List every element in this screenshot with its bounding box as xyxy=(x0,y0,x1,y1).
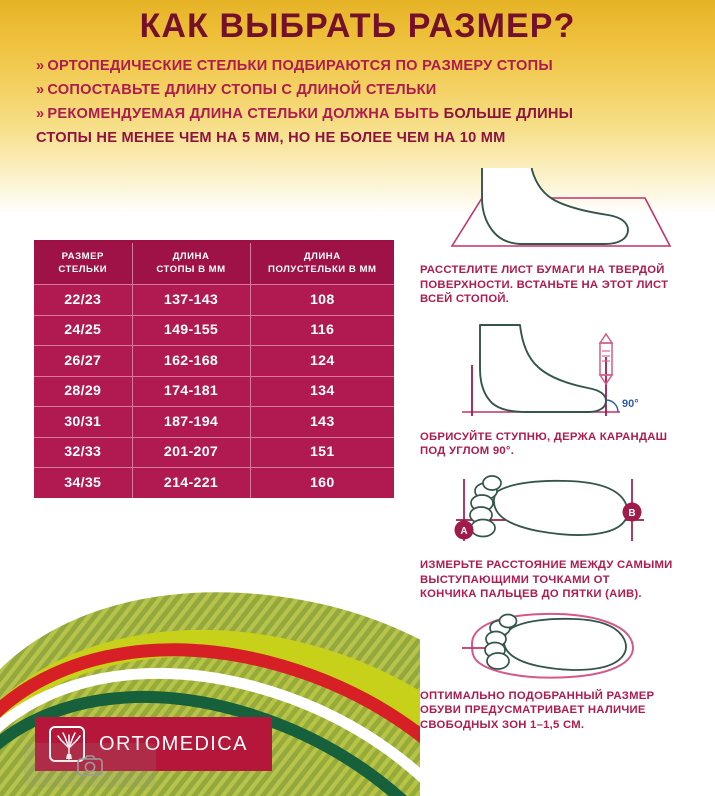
chevron-icon: » xyxy=(36,82,45,98)
table-row: 34/35 214-221 160 xyxy=(34,467,394,498)
table-row: 26/27 162-168 124 xyxy=(34,345,394,376)
bullet-item-2: » СОПОСТАВЬТЕ ДЛИНУ СТОПЫ С ДЛИНОЙ СТЕЛЬК… xyxy=(36,78,697,102)
column-header-foot-length: ДЛИНА СТОПЫ В ММ xyxy=(132,241,251,285)
table-cell: 22/23 xyxy=(34,284,133,315)
foot-on-paper-icon xyxy=(450,147,672,247)
table-cell: 187-194 xyxy=(132,406,251,437)
table-cell: 24/25 xyxy=(34,314,133,346)
footprint-in-insole-icon xyxy=(462,612,634,679)
chevron-icon: » xyxy=(36,106,45,122)
step-paper: РАССТЕЛИТЕ ЛИСТ БУМАГИ НА ТВЕРДОЙ ПОВЕРХ… xyxy=(420,147,705,307)
header: КАК ВЫБРАТЬ РАЗМЕР? » ОРТОПЕДИЧЕСКИЕ СТЕЛ… xyxy=(0,0,715,150)
swoosh-arc-red xyxy=(0,643,420,744)
bullet-item-1: » ОРТОПЕДИЧЕСКИЕ СТЕЛЬКИ ПОДБИРАЮТСЯ ПО Р… xyxy=(36,54,697,78)
brand-logo-banner[interactable]: ORTOMEDICA xyxy=(35,717,272,771)
table-cell: 174-181 xyxy=(132,375,251,407)
size-table: РАЗМЕР СТЕЛЬКИ ДЛИНА СТОПЫ В ММ ДЛИНА ПО… xyxy=(34,240,394,498)
table-cell: 32/33 xyxy=(34,436,133,468)
step-text-line: СВОБОДНЫХ ЗОН 1–1,5 СМ. xyxy=(420,718,585,731)
table-cell: 201-207 xyxy=(132,436,251,468)
step-text-line: ОБУВИ ПРЕДУСМАТРИВАЕТ НАЛИЧИЕ xyxy=(420,704,646,717)
table-cell: 34/35 xyxy=(34,467,133,498)
step-trace-text: ОБРИСУЙТЕ СТУПНЮ, ДЕРЖА КАРАНДАШ ПОД УГЛ… xyxy=(420,430,705,459)
tree-icon xyxy=(49,726,85,762)
step-text-line: КОНЧИКА ПАЛЬЦЕВ ДО ПЯТКИ (АИВ). xyxy=(420,588,642,601)
bullet-text-3b: БОЛЬШЕ ДЛИНЫ xyxy=(443,106,574,122)
table-cell: 30/31 xyxy=(34,406,133,437)
step-fit: ОПТИМАЛЬНО ПОДОБРАННЫЙ РАЗМЕР ОБУВИ ПРЕД… xyxy=(420,610,705,733)
brand-name: ORTOMEDICA xyxy=(99,732,248,755)
table-row: 30/31 187-194 143 xyxy=(34,406,394,437)
camera-icon xyxy=(77,755,103,776)
step-trace: 90° ОБРИСУЙТЕ СТУПНЮ, ДЕРЖА КАРАНДАШ ПОД… xyxy=(420,317,705,459)
steps-column: РАССТЕЛИТЕ ЛИСТ БУМАГИ НА ТВЕРДОЙ ПОВЕРХ… xyxy=(420,147,705,733)
marker-b-badge xyxy=(622,502,642,522)
angle-label: 90° xyxy=(622,398,639,410)
chevron-icon: » xyxy=(36,58,45,74)
table-cell: 143 xyxy=(250,406,394,437)
marker-b-label: B xyxy=(628,508,635,519)
col-header-line2: ПОЛУСТЕЛЬКИ В ММ xyxy=(268,263,377,275)
marker-a-label: A xyxy=(460,526,467,537)
size-table-body: 22/23 137-143 108 24/25 149-155 116 26/27 162-1… xyxy=(34,284,394,498)
table-cell: 149-155 xyxy=(132,314,251,346)
top-gradient-background xyxy=(0,0,715,215)
bullet-item-3: » РЕКОМЕНДУЕМАЯ ДЛИНА СТЕЛЬКИ ДОЛЖНА БЫТЬ… xyxy=(36,102,697,126)
foot-profile-pencil-icon: 90° xyxy=(462,323,639,416)
table-cell: 160 xyxy=(250,467,394,498)
table-row: 24/25 149-155 116 xyxy=(34,314,394,346)
watermark-overlay xyxy=(24,743,156,787)
bullet-text-3a: РЕКОМЕНДУЕМАЯ ДЛИНА СТЕЛЬКИ ДОЛЖНА БЫТЬ xyxy=(47,106,444,122)
swoosh-arc-white xyxy=(0,667,420,783)
size-table-head: РАЗМЕР СТЕЛЬКИ ДЛИНА СТОПЫ В ММ ДЛИНА ПО… xyxy=(34,241,394,285)
step-text-line: ОПТИМАЛЬНО ПОДОБРАННЫЙ РАЗМЕР xyxy=(420,689,655,702)
col-header-line1: ДЛИНА xyxy=(303,251,341,262)
table-row: 22/23 137-143 108 xyxy=(34,284,394,315)
step-text-line: ИЗМЕРЬТЕ РАССТОЯНИЕ МЕЖДУ САМЫМИ xyxy=(420,558,673,571)
col-header-line1: ДЛИНА xyxy=(172,251,210,262)
table-cell: 134 xyxy=(250,375,394,407)
col-header-line2: СТЕЛЬКИ xyxy=(58,263,108,275)
footprint-measure-icon: A B xyxy=(454,475,644,541)
table-cell: 162-168 xyxy=(132,345,251,376)
swoosh-arc-darkgreen xyxy=(0,690,407,796)
table-header-row: РАЗМЕР СТЕЛЬКИ ДЛИНА СТОПЫ В ММ ДЛИНА ПО… xyxy=(34,241,394,285)
column-header-halfinsole-length: ДЛИНА ПОЛУСТЕЛЬКИ В ММ xyxy=(250,241,394,285)
step-text-line: ВСЕЙ СТОПОЙ. xyxy=(420,293,510,306)
step-text-line: РАССТЕЛИТЕ ЛИСТ БУМАГИ НА ТВЕРДОЙ xyxy=(420,264,665,276)
step-text-line: ПОД УГЛОМ 90°. xyxy=(420,445,515,458)
page-title: КАК ВЫБРАТЬ РАЗМЕР? xyxy=(139,7,576,45)
bullet-text-2: СОПОСТАВЬТЕ ДЛИНУ СТОПЫ С ДЛИНОЙ СТЕЛЬКИ xyxy=(47,82,437,98)
table-cell: 124 xyxy=(250,345,394,376)
col-header-line1: РАЗМЕР xyxy=(61,251,104,262)
table-cell: 108 xyxy=(250,284,394,315)
step-measure-text: ИЗМЕРЬТЕ РАССТОЯНИЕ МЕЖДУ САМЫМИ ВЫСТУПА… xyxy=(420,558,705,602)
step-text-line: ОБРИСУЙТЕ СТУПНЮ, ДЕРЖА КАРАНДАШ xyxy=(420,430,668,443)
step-measure: A B ИЗМЕРЬТЕ РАССТОЯНИЕ МЕЖДУ САМЫМИ ВЫС… xyxy=(420,469,705,602)
bullet-list: » ОРТОПЕДИЧЕСКИЕ СТЕЛЬКИ ПОДБИРАЮТСЯ ПО Р… xyxy=(0,54,715,150)
table-cell: 26/27 xyxy=(34,345,133,376)
marker-a-badge xyxy=(454,520,474,540)
column-header-insole-size: РАЗМЕР СТЕЛЬКИ xyxy=(34,241,133,285)
step-fit-text: ОПТИМАЛЬНО ПОДОБРАННЫЙ РАЗМЕР ОБУВИ ПРЕД… xyxy=(420,689,705,733)
step-text-line: ВЫСТУПАЮЩИМИ ТОЧКАМИ ОТ xyxy=(420,573,610,586)
table-cell: 151 xyxy=(250,436,394,468)
table-cell: 214-221 xyxy=(132,467,251,498)
table-cell: 28/29 xyxy=(34,375,133,407)
table-cell: 116 xyxy=(250,314,394,346)
table-row: 28/29 174-181 134 xyxy=(34,375,394,407)
bullet-text-3c: СТОПЫ НЕ МЕНЕЕ ЧЕМ НА 5 ММ, НО НЕ БОЛЕЕ … xyxy=(36,130,506,146)
step-text-line: ПОВЕРХНОСТИ. ВСТАНЬТЕ НА ЭТОТ ЛИСТ xyxy=(420,278,669,291)
col-header-line2: СТОПЫ В ММ xyxy=(156,263,226,275)
table-cell: 137-143 xyxy=(132,284,251,315)
bullet-item-3-line2: СТОПЫ НЕ МЕНЕЕ ЧЕМ НА 5 ММ, НО НЕ БОЛЕЕ … xyxy=(36,126,697,150)
bullet-text-1: ОРТОПЕДИЧЕСКИЕ СТЕЛЬКИ ПОДБИРАЮТСЯ ПО РА… xyxy=(47,58,553,74)
step-paper-text: РАССТЕЛИТЕ ЛИСТ БУМАГИ НА ТВЕРДОЙ ПОВЕРХ… xyxy=(420,263,705,307)
pencil-icon xyxy=(598,332,614,386)
table-row: 32/33 201-207 151 xyxy=(34,436,394,468)
